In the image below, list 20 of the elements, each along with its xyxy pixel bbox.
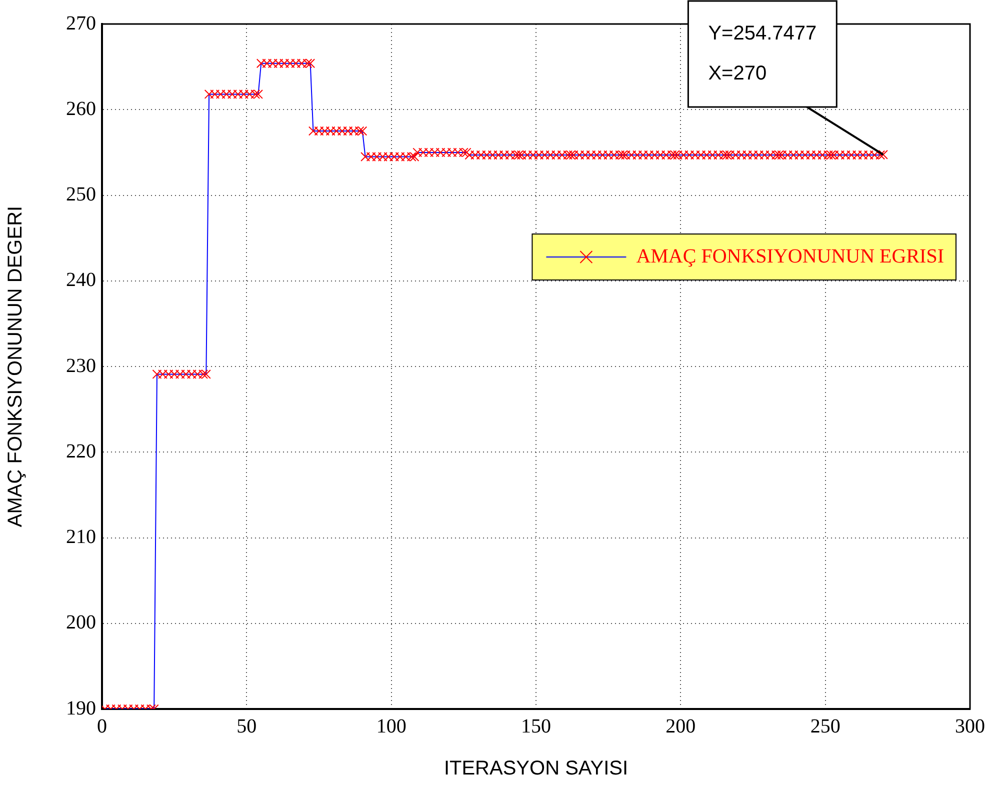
y-tick-label: 220 <box>66 440 96 462</box>
y-tick-label: 200 <box>66 612 96 634</box>
x-tick-label: 100 <box>376 715 406 738</box>
annotation: Y=254.7477 X=270 <box>708 22 817 85</box>
y-tick-label: 240 <box>66 269 96 292</box>
x-tick-label: 50 <box>236 715 257 738</box>
x-tick-label: 200 <box>666 715 696 738</box>
y-tick-label: 270 <box>66 12 96 34</box>
x-tick-label: 150 <box>521 715 551 738</box>
x-tick-label: 250 <box>810 715 840 738</box>
y-tick-label: 190 <box>66 697 96 720</box>
y-tick-label: 260 <box>66 98 96 120</box>
y-tick-label: 230 <box>66 354 96 377</box>
y-tick-label: 250 <box>66 184 96 206</box>
x-axis-title: ITERASYON SAYISI <box>444 758 628 780</box>
x-tick-label: 0 <box>97 715 107 738</box>
legend-label: AMAÇ FONKSIYONUNUN EGRISI <box>636 245 944 268</box>
x-tick-label: 300 <box>955 715 985 738</box>
y-tick-label: 210 <box>66 526 96 548</box>
y-axis-title: AMAÇ FONKSIYONUNUN DEGERI <box>4 206 27 528</box>
